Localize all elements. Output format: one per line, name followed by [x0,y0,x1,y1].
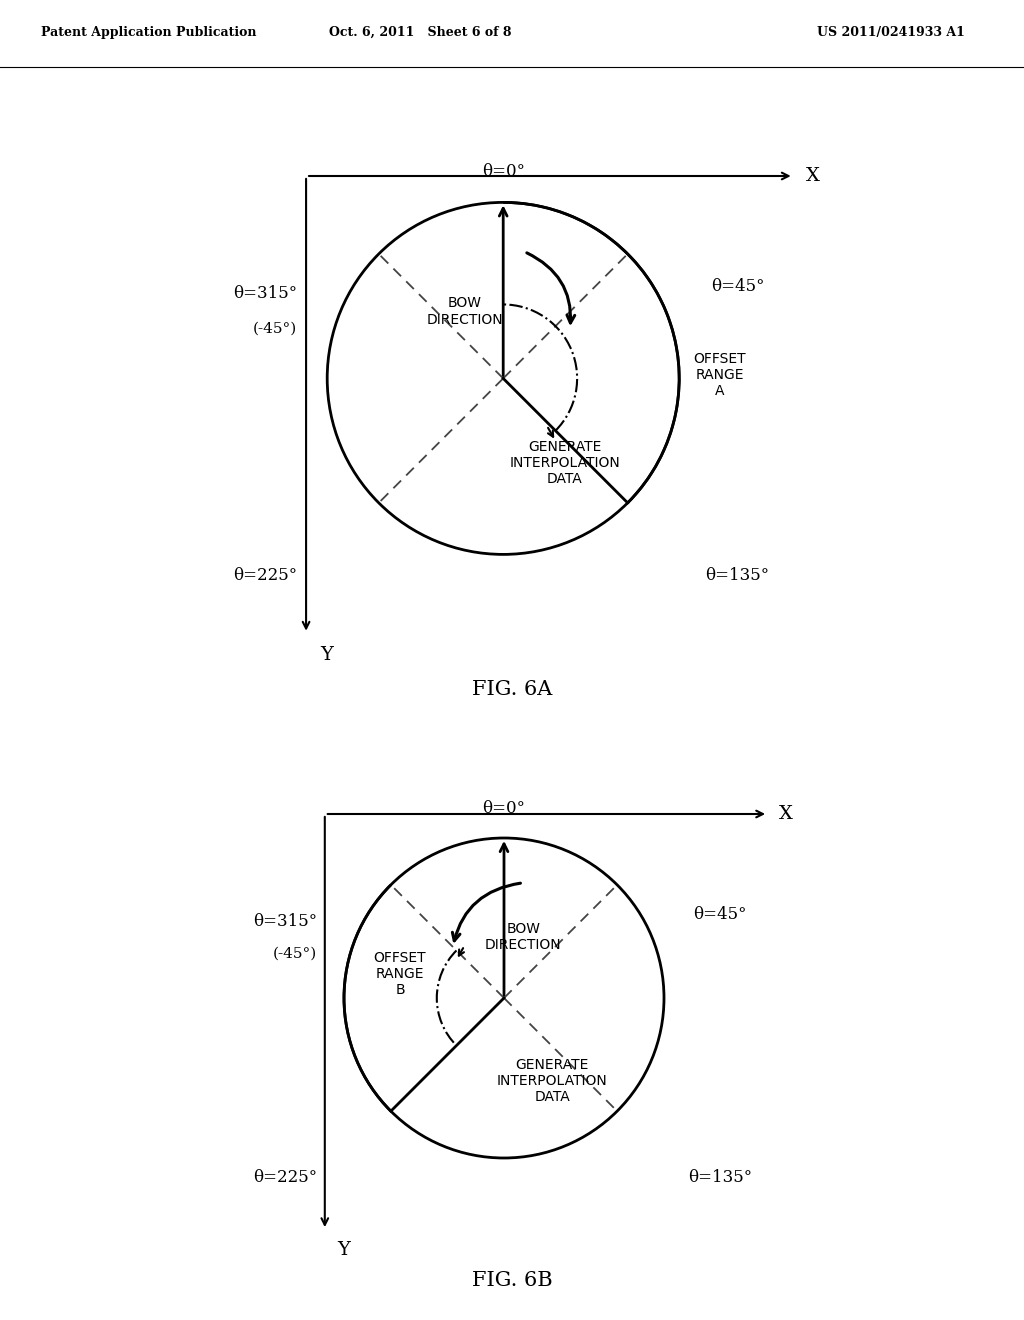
Text: OFFSET
RANGE
A: OFFSET RANGE A [693,351,745,399]
Text: θ=135°: θ=135° [706,566,770,583]
Text: OFFSET
RANGE
B: OFFSET RANGE B [374,950,426,997]
Text: BOW
DIRECTION: BOW DIRECTION [485,923,561,952]
Text: X: X [779,805,793,822]
Text: θ=315°: θ=315° [253,912,316,929]
Text: Y: Y [321,645,333,664]
Text: FIG. 6B: FIG. 6B [472,1271,552,1290]
Text: θ=225°: θ=225° [233,566,297,583]
Text: X: X [806,168,820,185]
Text: (-45°): (-45°) [253,322,297,337]
Text: Patent Application Publication: Patent Application Publication [41,26,256,40]
Text: GENERATE
INTERPOLATION
DATA: GENERATE INTERPOLATION DATA [509,440,621,486]
Text: Oct. 6, 2011   Sheet 6 of 8: Oct. 6, 2011 Sheet 6 of 8 [329,26,511,40]
Text: θ=135°: θ=135° [688,1170,752,1187]
Text: GENERATE
INTERPOLATION
DATA: GENERATE INTERPOLATION DATA [497,1059,607,1105]
Text: θ=0°: θ=0° [481,162,524,180]
Text: BOW
DIRECTION: BOW DIRECTION [426,297,503,326]
Text: θ=45°: θ=45° [693,907,746,923]
Text: θ=45°: θ=45° [711,279,764,296]
Text: θ=225°: θ=225° [253,1170,316,1187]
Text: FIG. 6A: FIG. 6A [472,680,552,700]
Text: US 2011/0241933 A1: US 2011/0241933 A1 [817,26,965,40]
Text: θ=0°: θ=0° [482,800,525,817]
Text: θ=315°: θ=315° [233,285,297,302]
Text: Y: Y [338,1241,350,1259]
Text: (-45°): (-45°) [272,946,316,960]
